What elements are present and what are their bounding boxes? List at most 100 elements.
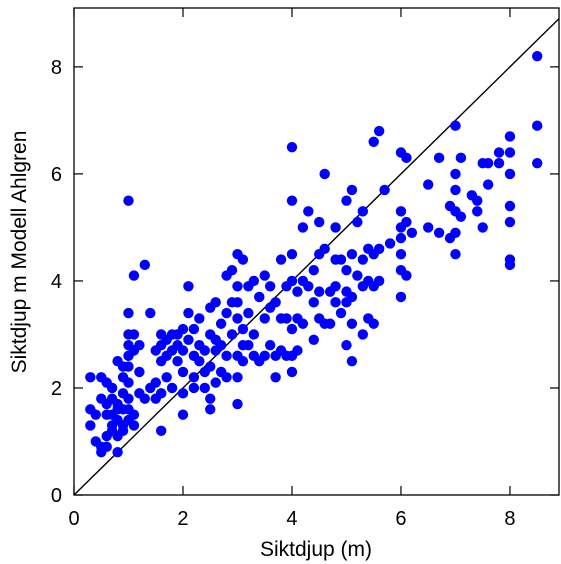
data-point [90, 409, 101, 420]
data-point [532, 157, 543, 169]
data-point [472, 206, 483, 217]
data-point [177, 323, 189, 335]
data-point [504, 131, 516, 142]
data-point [373, 243, 385, 255]
x-tick-label: 6 [395, 508, 406, 530]
data-point [177, 366, 189, 378]
x-axis-label: Siktdjup (m) [260, 538, 372, 561]
data-point [85, 372, 96, 383]
data-point [450, 168, 461, 180]
data-point [155, 425, 167, 436]
data-point [297, 222, 309, 233]
data-point [330, 297, 341, 308]
data-point [341, 339, 352, 351]
data-point [264, 281, 276, 292]
data-point [128, 270, 140, 281]
data-point [199, 345, 210, 356]
data-point [172, 356, 183, 367]
data-point [352, 216, 363, 228]
data-point [232, 398, 243, 410]
data-point [275, 254, 287, 265]
data-point [433, 227, 445, 238]
data-point [205, 361, 216, 372]
data-point [188, 372, 200, 383]
data-point [395, 206, 407, 217]
data-point [286, 195, 298, 206]
data-point [248, 275, 260, 287]
data-point [297, 318, 309, 329]
data-point [423, 222, 434, 233]
data-point [188, 382, 200, 394]
data-point [303, 281, 314, 292]
data-point [324, 318, 336, 329]
data-point [314, 286, 325, 297]
data-point [188, 323, 200, 335]
data-point [357, 206, 369, 217]
data-point [117, 425, 129, 436]
data-point [373, 275, 385, 287]
data-point [504, 200, 516, 212]
data-point [346, 356, 358, 367]
data-point [423, 179, 434, 190]
data-point [335, 254, 347, 265]
data-point [368, 136, 379, 147]
data-point [237, 356, 249, 367]
data-point [384, 238, 396, 249]
data-point [308, 297, 319, 308]
data-point [406, 227, 418, 238]
data-point [145, 307, 156, 319]
data-point [482, 157, 494, 169]
data-point [205, 404, 216, 415]
y-tick-label: 4 [51, 271, 62, 293]
data-point [232, 297, 243, 308]
data-point [177, 388, 189, 399]
data-point [139, 393, 151, 404]
data-point [286, 366, 298, 378]
data-point [123, 393, 134, 404]
data-point [504, 259, 516, 271]
data-point [221, 307, 232, 319]
plot-frame [73, 7, 560, 496]
data-point [335, 307, 347, 319]
data-point [150, 377, 161, 388]
data-point [286, 248, 298, 260]
data-point [395, 248, 407, 260]
data-point [286, 275, 298, 287]
y-tick-label: 0 [51, 485, 62, 507]
data-point [232, 372, 243, 383]
data-point [357, 254, 369, 265]
data-point [373, 125, 385, 137]
data-point [248, 329, 260, 340]
data-point [450, 120, 461, 131]
data-point [346, 184, 358, 196]
y-tick-label: 8 [51, 57, 62, 79]
data-point [177, 345, 189, 356]
data-point [341, 195, 352, 206]
data-point [221, 372, 232, 383]
data-point [286, 323, 298, 335]
data-point [205, 393, 216, 404]
x-tick-label: 2 [177, 508, 188, 530]
data-point [215, 339, 227, 351]
data-point [450, 248, 461, 260]
data-point [134, 366, 145, 378]
data-point [504, 216, 516, 228]
data-point [472, 195, 483, 206]
data-point [183, 307, 194, 319]
data-point [401, 270, 412, 281]
data-point [270, 297, 281, 308]
data-point [123, 377, 134, 388]
data-point [450, 184, 461, 196]
data-point [226, 329, 238, 340]
data-point [352, 270, 363, 281]
data-point [319, 168, 330, 180]
data-point [134, 339, 145, 351]
data-point [270, 372, 281, 383]
data-point [292, 345, 303, 356]
data-point [106, 382, 118, 394]
data-point [504, 168, 516, 180]
data-point [166, 382, 178, 394]
data-point [346, 291, 358, 303]
data-point [128, 329, 140, 340]
